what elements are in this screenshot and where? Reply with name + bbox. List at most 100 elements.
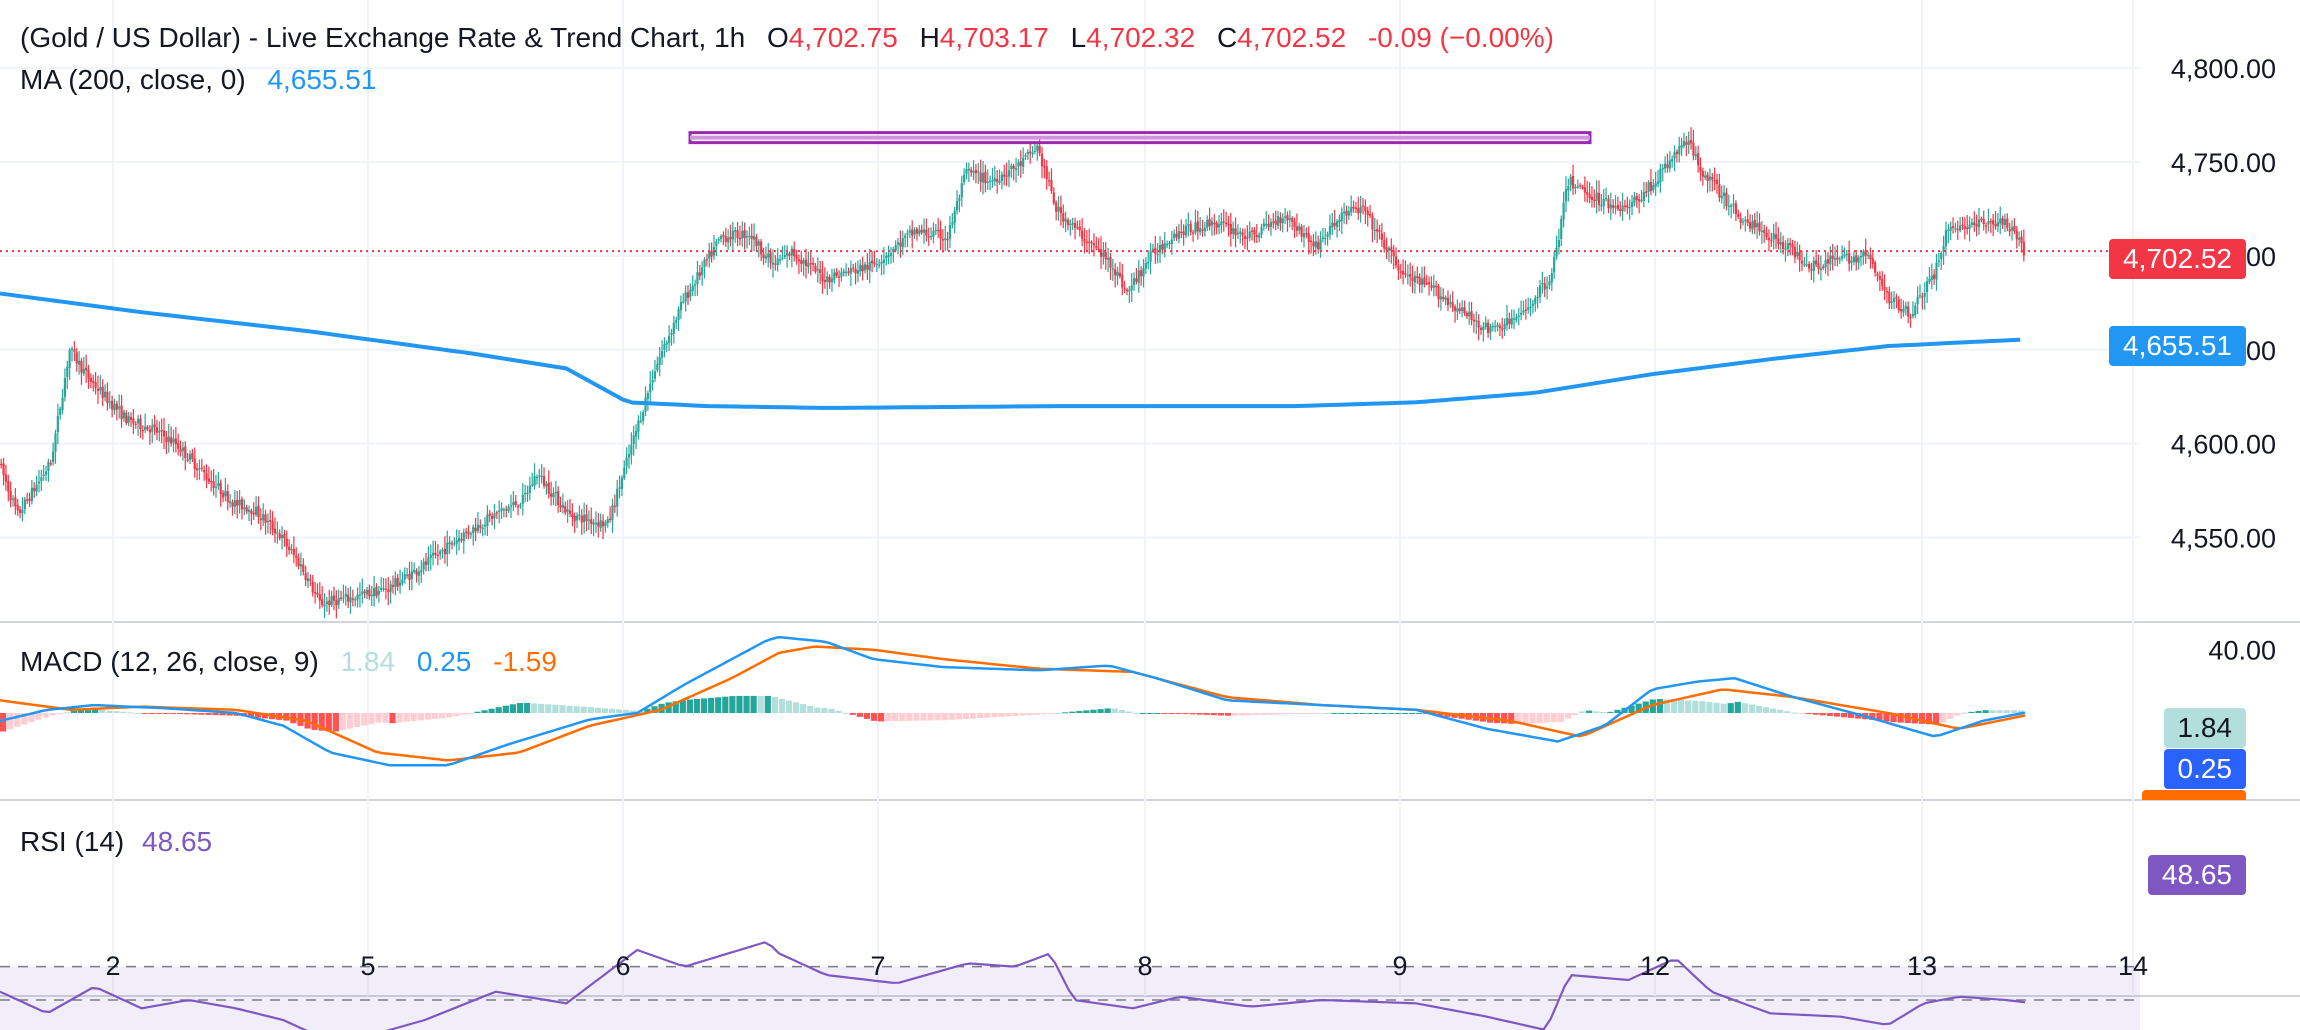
- candle-body: [573, 515, 576, 522]
- candle: [1295, 213, 1299, 237]
- candle: [1597, 180, 1601, 212]
- candle-body: [1328, 226, 1332, 235]
- candle: [141, 425, 144, 440]
- macd-hist-bar: [587, 707, 594, 713]
- candle-body: [153, 424, 156, 427]
- candle: [37, 470, 41, 493]
- candle-body: [1258, 234, 1261, 238]
- candle: [257, 496, 260, 524]
- macd-hist-bar: [1550, 713, 1557, 723]
- macd-hist-bar: [1189, 713, 1196, 715]
- candle: [205, 464, 208, 489]
- macd-hist-bar: [1692, 700, 1699, 713]
- candle: [1475, 311, 1478, 335]
- candle: [467, 524, 470, 540]
- macd-hist-bar: [403, 713, 410, 722]
- candle-body: [557, 491, 560, 506]
- candle: [1786, 237, 1789, 257]
- macd-hist-bar: [1699, 701, 1706, 713]
- candle-body: [1647, 182, 1650, 192]
- candle-body: [1158, 245, 1162, 253]
- candle-body: [40, 477, 43, 482]
- candle-body: [646, 393, 649, 399]
- candle-body: [7, 480, 10, 492]
- macd-hist-bar: [1246, 713, 1253, 716]
- candle-body: [1234, 228, 1237, 236]
- macd-hist-bar: [1217, 713, 1225, 716]
- candle-body: [1774, 234, 1778, 239]
- rsi-pane[interactable]: [0, 941, 2140, 1030]
- candle: [1760, 221, 1763, 244]
- candle-body: [689, 289, 692, 297]
- candle: [191, 449, 194, 463]
- time-tick-label: 2: [105, 951, 120, 981]
- macd-hist-bar: [552, 704, 559, 713]
- price-pane[interactable]: [0, 127, 2140, 619]
- candle-body: [318, 594, 321, 601]
- candle-body: [672, 322, 675, 334]
- candle-body: [668, 336, 671, 343]
- candle-body: [1343, 211, 1346, 214]
- resistance-zone-fill: [690, 135, 1590, 140]
- candle-body: [696, 272, 699, 285]
- candle-body: [1678, 146, 1681, 155]
- candle-body: [1409, 274, 1412, 277]
- candle: [1791, 239, 1794, 256]
- candle: [1010, 163, 1013, 178]
- candle-body: [1357, 208, 1360, 214]
- macd-hist-bar: [1571, 713, 1579, 715]
- candle: [344, 585, 347, 606]
- candle: [1536, 287, 1539, 309]
- candle-body: [49, 463, 52, 465]
- candle-body: [1626, 205, 1629, 208]
- candle-body: [1949, 226, 1952, 231]
- candle-body: [524, 492, 527, 495]
- ma-legend[interactable]: MA (200, close, 0) 4,655.51: [20, 64, 376, 96]
- candle: [1014, 158, 1018, 183]
- candle: [1673, 145, 1676, 172]
- macd-line[interactable]: [0, 635, 2026, 767]
- candle-body: [1274, 220, 1277, 225]
- macd-signal-line[interactable]: [0, 645, 2026, 762]
- candle-body: [731, 230, 734, 240]
- macd-hist-bar: [800, 704, 807, 713]
- candle-body: [1772, 233, 1775, 240]
- candle: [1555, 235, 1558, 260]
- rsi-legend[interactable]: RSI (14) 48.65: [20, 826, 212, 858]
- candle: [1385, 237, 1388, 260]
- candle-body: [1199, 228, 1202, 233]
- macd-hist-bar: [1954, 713, 1961, 716]
- rsi-line[interactable]: [0, 941, 2026, 1030]
- candle: [1225, 211, 1228, 228]
- candle: [122, 409, 126, 422]
- candle: [745, 230, 749, 249]
- rsi-band-fill: [0, 966, 2140, 1030]
- candle: [1541, 271, 1544, 294]
- candle: [1900, 298, 1903, 319]
- candle-body: [715, 241, 718, 247]
- candle: [1859, 249, 1863, 267]
- ma200-line[interactable]: [0, 291, 2021, 410]
- candle: [1033, 142, 1037, 155]
- candle: [82, 356, 85, 376]
- candle: [653, 359, 657, 383]
- macd-pane[interactable]: [0, 635, 2026, 767]
- candle: [1465, 310, 1468, 319]
- candle-body: [660, 351, 664, 358]
- candle: [691, 275, 694, 296]
- candle: [1137, 259, 1140, 293]
- candle: [847, 267, 850, 276]
- candle-body: [1869, 255, 1872, 260]
- macd-hist-bar: [970, 713, 977, 719]
- candle-body: [1484, 322, 1487, 327]
- candle-body: [1059, 207, 1063, 214]
- candle-body: [1534, 297, 1537, 304]
- candle: [1989, 218, 1992, 234]
- candle: [1147, 250, 1150, 270]
- candle-body: [722, 235, 725, 237]
- candle-body: [1387, 248, 1391, 251]
- candle: [1102, 242, 1105, 265]
- macd-legend[interactable]: MACD (12, 26, close, 9) 1.84 0.25 -1.59: [20, 646, 557, 678]
- candle: [1652, 179, 1655, 193]
